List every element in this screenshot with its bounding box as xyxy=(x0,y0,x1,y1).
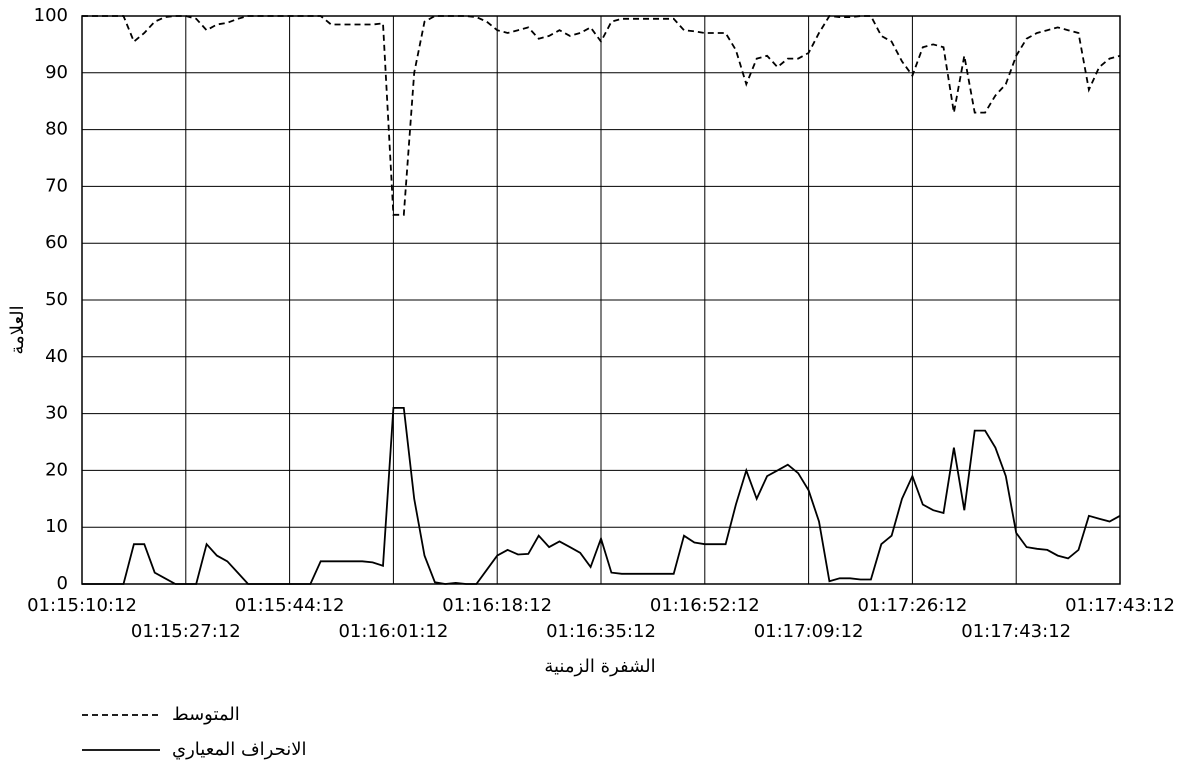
y-tick-label: 0 xyxy=(57,573,68,594)
x-tick-label: 01:16:18:12 xyxy=(442,595,552,616)
y-tick-label: 70 xyxy=(45,175,68,196)
x-tick-label: 01:15:10:12 xyxy=(27,595,137,616)
y-tick-label: 30 xyxy=(45,403,68,424)
line-series xyxy=(82,407,1121,585)
x-axis-label: الشفرة الزمنية xyxy=(544,656,655,677)
x-tick-label: 01:16:35:12 xyxy=(546,621,656,642)
x-tick-label: 01:17:43:12 xyxy=(1065,595,1175,616)
plot-frame xyxy=(81,15,1121,585)
y-tick-label: 10 xyxy=(45,516,68,537)
y-tick-label: 50 xyxy=(45,289,68,310)
x-tick-label: 01:17:43:12 xyxy=(961,621,1071,642)
legend-label: المتوسط xyxy=(172,704,240,725)
x-tick-label: 01:16:52:12 xyxy=(650,595,760,616)
legend-label: الانحراف المعياري xyxy=(172,739,306,760)
y-tick-label: 90 xyxy=(45,62,68,83)
y-tick-label: 40 xyxy=(45,346,68,367)
y-axis-label: العلامة xyxy=(7,305,28,354)
x-tick-label: 01:15:27:12 xyxy=(131,621,241,642)
x-tick-label: 01:15:44:12 xyxy=(235,595,345,616)
x-tick-label: 01:16:01:12 xyxy=(338,621,448,642)
y-tick-label: 20 xyxy=(45,459,68,480)
x-tick-label: 01:17:26:12 xyxy=(857,595,967,616)
y-tick-label: 60 xyxy=(45,232,68,253)
line-series xyxy=(82,15,1121,216)
y-tick-label: 100 xyxy=(34,5,68,26)
y-tick-label: 80 xyxy=(45,119,68,140)
x-tick-label: 01:17:09:12 xyxy=(754,621,864,642)
